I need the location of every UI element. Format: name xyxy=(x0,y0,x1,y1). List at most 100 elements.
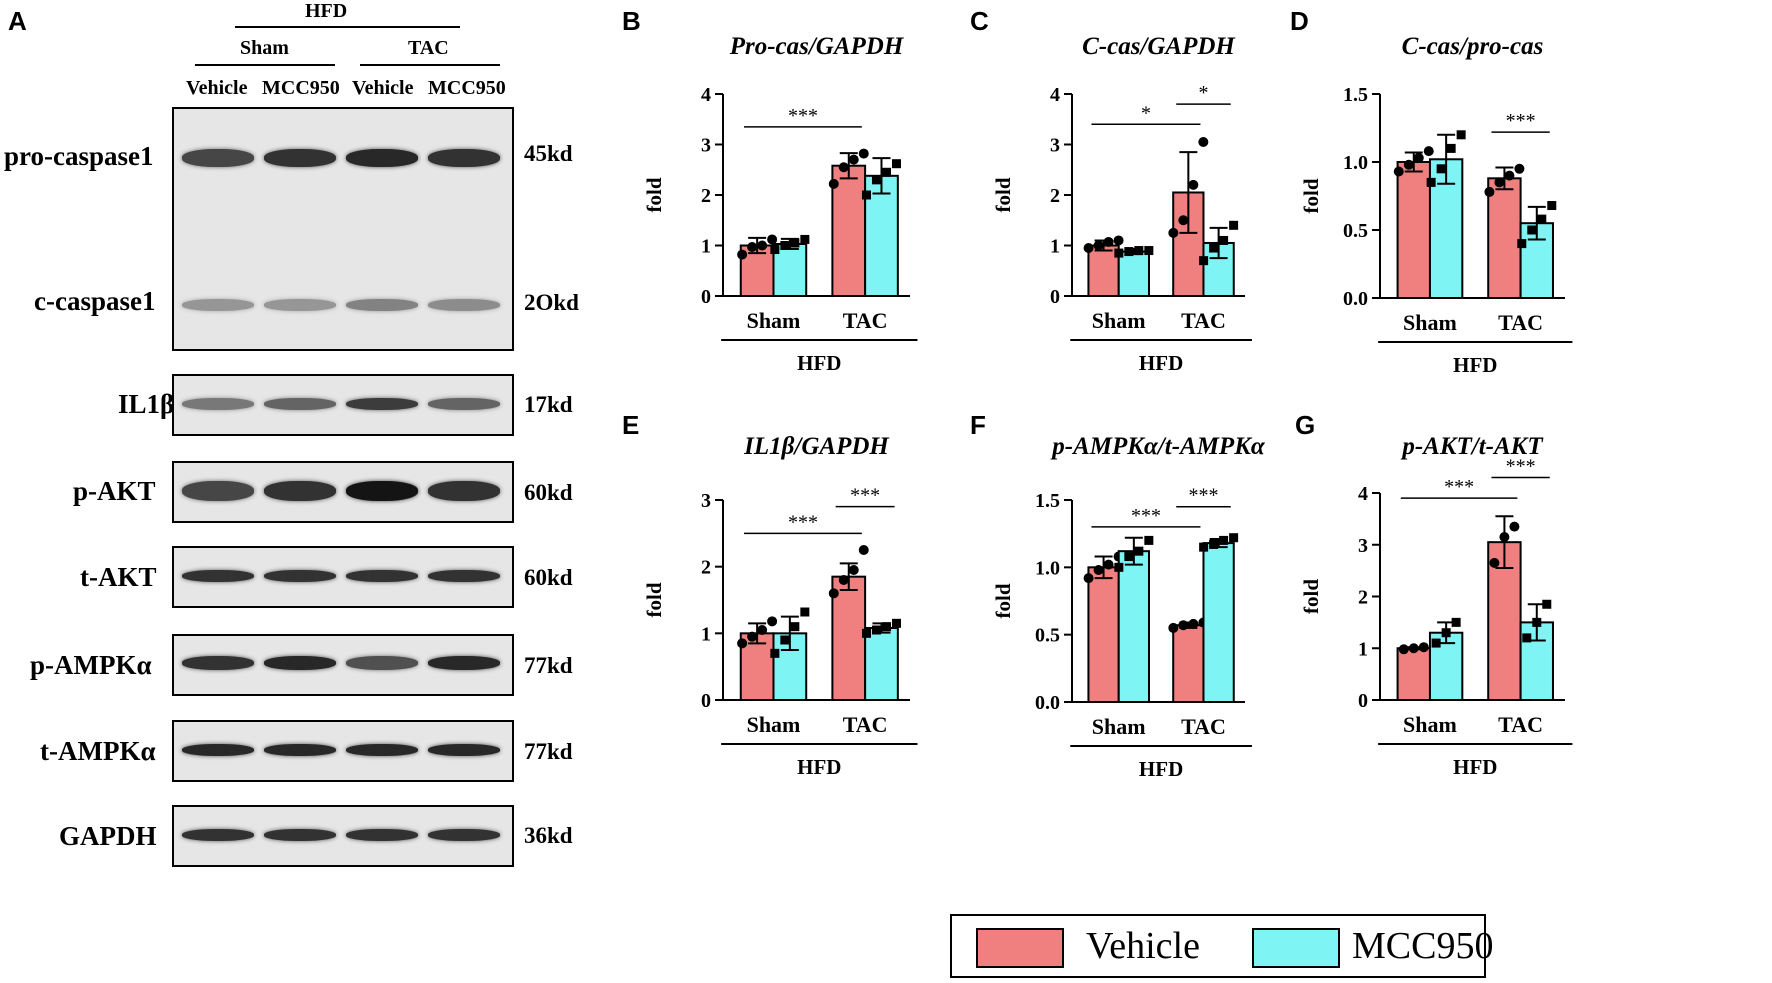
y-tick-label: 1 xyxy=(701,623,711,645)
legend-swatch-mcc950 xyxy=(1252,928,1340,968)
data-point xyxy=(1188,618,1199,629)
blot-gapdh xyxy=(172,805,514,867)
chart-title: IL1β/GAPDH xyxy=(743,433,890,460)
y-tick-label: 0.5 xyxy=(1035,625,1060,647)
x-tick-label: TAC xyxy=(1498,712,1543,737)
blot-t-akt xyxy=(172,546,514,608)
blot-band xyxy=(264,744,336,756)
blot-band xyxy=(182,656,254,670)
y-tick-label: 0 xyxy=(1050,286,1060,308)
wb-row-label: c-caspase1 xyxy=(34,286,156,316)
blot-band xyxy=(182,299,254,311)
data-point xyxy=(1522,633,1532,643)
data-point xyxy=(1494,177,1505,188)
data-point xyxy=(770,648,780,658)
bar xyxy=(1202,542,1235,703)
y-tick-label: 0.0 xyxy=(1035,692,1060,714)
data-point xyxy=(858,148,869,159)
y-tick-label: 0.0 xyxy=(1343,288,1368,310)
blot-band xyxy=(346,829,418,841)
data-point xyxy=(1418,642,1429,653)
significance-label: *** xyxy=(788,105,818,127)
x-tick-label: TAC xyxy=(1498,310,1543,335)
data-point xyxy=(891,618,901,628)
data-point xyxy=(1083,573,1094,584)
x-tick-label: Sham xyxy=(1403,712,1457,737)
data-point xyxy=(1144,246,1154,256)
significance-label: * xyxy=(1198,82,1208,104)
group-label: HFD xyxy=(797,351,841,375)
data-point xyxy=(1393,166,1404,177)
y-tick-label: 3 xyxy=(701,135,711,157)
data-point xyxy=(1178,215,1189,226)
data-point xyxy=(1446,143,1456,153)
blot-il1b xyxy=(172,374,514,436)
blot-band xyxy=(428,398,500,410)
data-point xyxy=(1514,163,1525,174)
blot-band xyxy=(264,829,336,841)
group-label: HFD xyxy=(1139,757,1183,781)
y-axis-label: fold xyxy=(642,177,666,212)
data-point xyxy=(838,162,849,173)
blot-band xyxy=(428,481,500,501)
data-point xyxy=(1504,170,1515,181)
data-point xyxy=(770,245,780,255)
y-tick-label: 1 xyxy=(1050,236,1060,258)
significance-label: *** xyxy=(1188,485,1218,507)
data-point xyxy=(1451,617,1461,627)
data-point xyxy=(838,575,849,585)
chart-title: p-AKT/t-AKT xyxy=(1400,433,1544,460)
chart-title: C-cas/pro-cas xyxy=(1402,33,1544,60)
panel-letter-a: A xyxy=(8,6,27,36)
data-point xyxy=(1431,638,1441,648)
data-point xyxy=(1436,164,1446,174)
wb-row-kd: 77kd xyxy=(524,653,573,678)
blot-band xyxy=(264,481,336,501)
y-tick-label: 1.0 xyxy=(1343,152,1368,174)
panel-letter-e: E xyxy=(622,410,640,440)
blot-band xyxy=(428,570,500,582)
data-point xyxy=(1219,535,1229,545)
bar xyxy=(1087,244,1120,297)
data-point xyxy=(1426,177,1436,187)
legend-label-mcc950: MCC950 xyxy=(1352,925,1494,967)
data-point xyxy=(1532,617,1542,627)
blot-p-ampka xyxy=(172,634,514,696)
y-axis-label: fold xyxy=(1299,579,1323,614)
y-tick-label: 2 xyxy=(701,557,711,579)
data-point xyxy=(1199,542,1209,552)
data-point xyxy=(1209,539,1219,549)
wb-lane-3: Vehicle xyxy=(352,77,414,99)
data-point xyxy=(1509,521,1520,532)
chart-title: C-cas/GAPDH xyxy=(1082,33,1236,60)
legend-swatch-vehicle xyxy=(976,928,1064,968)
panel-letter-f: F xyxy=(970,410,986,440)
wb-row-kd: 60kd xyxy=(524,565,573,590)
data-point xyxy=(1219,235,1229,245)
wb-diet-label: HFD xyxy=(305,0,348,22)
data-point xyxy=(800,234,810,244)
significance-label: *** xyxy=(1444,476,1474,498)
blot-caspase1 xyxy=(172,107,514,351)
data-point xyxy=(891,159,901,169)
data-point xyxy=(1499,531,1510,542)
data-point xyxy=(747,242,758,253)
blot-band xyxy=(264,570,336,582)
group-label: HFD xyxy=(1139,351,1183,375)
data-point xyxy=(767,234,778,245)
blot-band xyxy=(264,656,336,670)
data-point xyxy=(1093,240,1104,251)
wb-row-kd: 60kd xyxy=(524,480,573,505)
wb-row-label: p-AMPKα xyxy=(30,650,152,680)
blot-band xyxy=(182,481,254,501)
wb-lane-1: Vehicle xyxy=(186,77,248,99)
blot-band xyxy=(346,149,418,167)
data-point xyxy=(1542,599,1552,609)
data-point xyxy=(861,190,871,200)
y-tick-label: 1.0 xyxy=(1035,557,1060,579)
y-tick-label: 3 xyxy=(1050,135,1060,157)
y-tick-label: 4 xyxy=(701,84,711,106)
data-point xyxy=(1178,620,1189,631)
